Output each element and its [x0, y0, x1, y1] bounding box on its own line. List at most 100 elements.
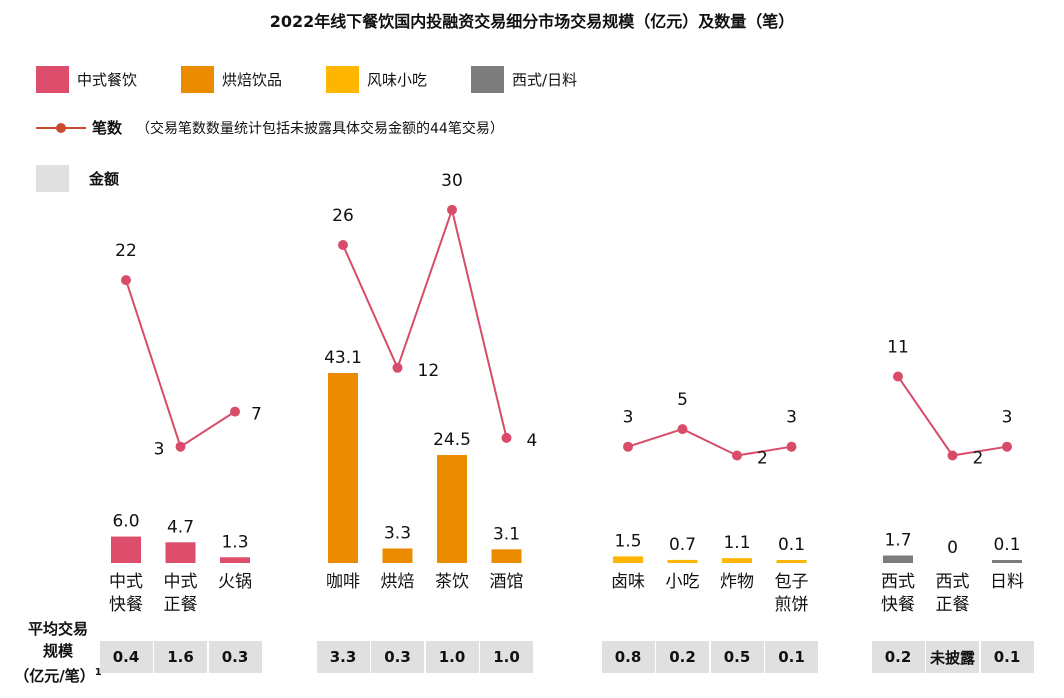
bar-2-0 [613, 556, 643, 563]
bar-value-label-2-2: 1.1 [723, 533, 750, 553]
legend-label-bakery: 烘焙饮品 [222, 71, 283, 89]
category-label-3-1-1: 正餐 [936, 595, 970, 615]
count-point-1-1 [392, 362, 403, 373]
legend-swatch-chinese [36, 66, 69, 93]
bar-1-3 [491, 549, 522, 563]
avg-value-1-3: 1.0 [480, 641, 533, 673]
bar-value-label-1-0: 43.1 [324, 348, 362, 368]
count-point-2-1 [677, 424, 688, 435]
legend-amount-label: 金额 [89, 170, 120, 188]
count-label-3-2: 3 [1002, 408, 1013, 428]
category-label-0-1-1: 正餐 [164, 595, 198, 615]
avg-value-1-1: 0.3 [371, 641, 424, 673]
avg-row-label-line2: 规模 [42, 642, 73, 660]
count-label-3-0: 11 [887, 338, 909, 358]
avg-row-label-unit: （亿元/笔） [14, 667, 95, 685]
count-line-0 [125, 279, 236, 449]
count-label-2-0: 3 [623, 408, 634, 428]
avg-value-3-2: 0.1 [980, 641, 1034, 673]
category-label-3-0-1: 快餐 [881, 595, 915, 615]
bar-0-1 [165, 542, 196, 563]
count-label-1-2: 30 [441, 171, 463, 191]
category-label-2-2-0: 炸物 [720, 572, 754, 592]
count-point-3-1 [947, 450, 958, 461]
avg-value-3-0: 0.2 [871, 641, 925, 673]
category-label-2-3-1: 煎饼 [775, 595, 809, 615]
avg-row-footnote: 1 [94, 667, 102, 678]
legend-swatch-bakery [181, 66, 215, 93]
count-label-0-2: 7 [251, 405, 262, 425]
legend-label-western: 西式/日料 [512, 71, 578, 89]
bar-value-label-3-2: 0.1 [993, 535, 1020, 555]
count-label-1-1: 12 [418, 361, 440, 381]
count-line-2 [627, 428, 792, 457]
bar-value-label-0-0: 6.0 [112, 512, 139, 532]
count-point-3-0 [893, 371, 903, 382]
avg-value-0-0: 0.4 [99, 641, 153, 673]
count-point-2-0 [623, 441, 633, 452]
legend-categories: 中式餐饮 烘焙饮品 风味小吃 西式/日料 [36, 66, 621, 93]
bar-value-label-3-0: 1.7 [884, 531, 911, 551]
bar-1-0 [328, 373, 358, 563]
avg-value-1-0: 3.3 [316, 641, 370, 673]
bar-2-2 [722, 558, 752, 563]
bar-value-label-0-2: 1.3 [221, 532, 248, 552]
bar-value-label-2-0: 1.5 [614, 531, 641, 551]
avg-row-label-line1: 平均交易 [27, 620, 88, 638]
category-label-1-3-0: 酒馆 [490, 572, 524, 592]
count-point-1-2 [447, 204, 457, 215]
count-point-1-0 [338, 240, 348, 250]
bar-0-0 [111, 536, 141, 563]
count-label-1-0: 26 [332, 206, 354, 226]
bar-value-label-2-1: 0.7 [669, 535, 696, 555]
avg-row-label: 平均交易 规模 （亿元/笔）1 [6, 618, 110, 687]
category-label-0-0-0: 中式 [109, 572, 143, 592]
count-point-0-2 [230, 406, 240, 417]
legend-item-western: 西式/日料 [471, 66, 577, 93]
avg-value-0-1: 1.6 [154, 641, 207, 673]
legend-item-snack: 风味小吃 [326, 66, 427, 93]
bar-3-2 [992, 560, 1022, 563]
avg-value-3-1: 未披露 [926, 641, 979, 673]
count-point-2-2 [732, 450, 742, 461]
bar-value-label-2-3: 0.1 [778, 535, 805, 555]
legend-item-bakery: 烘焙饮品 [181, 66, 282, 93]
count-label-0-1: 3 [154, 440, 165, 460]
count-label-2-2: 2 [757, 448, 768, 468]
legend-swatch-amount [36, 165, 69, 192]
bar-value-label-0-1: 4.7 [167, 517, 194, 537]
category-label-0-0-1: 快餐 [109, 595, 143, 615]
legend-count-note: （交易笔数数量统计包括未披露具体交易金额的44笔交易） [136, 120, 504, 137]
count-point-1-3 [501, 432, 512, 443]
legend-swatch-snack [326, 66, 360, 93]
count-label-1-3: 4 [527, 431, 538, 451]
count-label-2-3: 3 [786, 408, 797, 428]
bar-2-1 [667, 559, 698, 563]
count-label-2-1: 5 [677, 390, 688, 410]
count-point-3-2 [1002, 441, 1012, 452]
avg-value-2-1: 0.2 [656, 641, 709, 673]
category-label-1-1-0: 烘焙 [381, 572, 415, 592]
legend-swatch-western [471, 66, 505, 93]
bar-1-2 [437, 454, 467, 563]
bar-value-label-3-1: 0 [947, 538, 958, 558]
legend-amount: 金额 [36, 165, 119, 192]
bar-3-0 [883, 555, 913, 563]
category-label-0-2-0: 火锅 [218, 572, 252, 592]
count-line-1 [342, 206, 508, 439]
category-label-2-1-0: 小吃 [666, 572, 700, 592]
bar-value-label-1-3: 3.1 [493, 524, 520, 544]
bar-1-1 [382, 548, 413, 563]
legend-label-chinese: 中式餐饮 [77, 71, 138, 89]
count-label-3-1: 2 [973, 448, 984, 468]
chart-title: 2022年线下餐饮国内投融资交易细分市场交易规模（亿元）及数量（笔） [269, 12, 795, 31]
category-label-3-1-0: 西式 [936, 572, 970, 592]
count-line-3 [897, 375, 1008, 457]
legend-count-label: 笔数 [92, 119, 123, 137]
category-label-1-0-0: 咖啡 [326, 572, 360, 592]
category-label-3-2-0: 日料 [990, 572, 1024, 592]
category-label-0-1-0: 中式 [164, 572, 198, 592]
legend-label-snack: 风味小吃 [367, 71, 428, 89]
bar-value-label-1-2: 24.5 [433, 430, 471, 450]
